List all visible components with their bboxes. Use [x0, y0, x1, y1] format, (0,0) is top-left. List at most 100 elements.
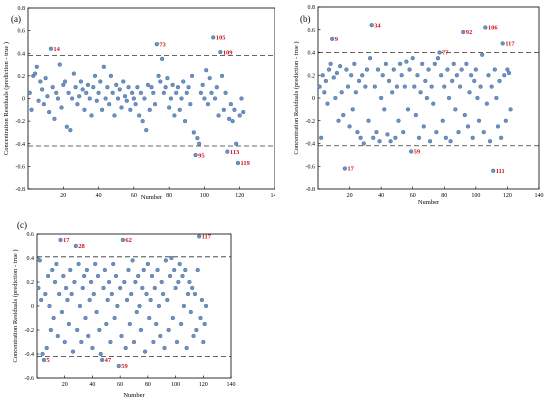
data-point: [232, 107, 237, 112]
data-point: [448, 139, 453, 144]
x-tick-label: 40: [378, 193, 384, 199]
y-tick-label: 0.8: [18, 6, 26, 12]
outlier-label: 73: [159, 41, 166, 48]
data-point: [175, 85, 181, 90]
data-point: [52, 116, 57, 121]
data-point: [202, 321, 207, 327]
data-point: [161, 291, 166, 297]
outlier-label: 113: [230, 149, 240, 156]
y-tick-label: 0.8: [308, 5, 316, 11]
data-point: [69, 291, 74, 297]
data-point: [380, 73, 385, 78]
data-point: [239, 96, 244, 101]
panel-label: (b): [300, 14, 311, 24]
data-point: [66, 321, 71, 327]
data-point: [165, 297, 170, 303]
data-point: [98, 79, 103, 84]
data-point: [47, 303, 52, 309]
data-point: [219, 73, 225, 78]
data-point: [170, 315, 175, 321]
data-point: [101, 64, 106, 69]
data-point: [197, 141, 202, 146]
data-point: [45, 94, 50, 99]
x-tick-label: 40: [89, 382, 95, 388]
data-point: [331, 75, 336, 80]
data-point: [483, 25, 488, 30]
data-point: [505, 67, 510, 72]
data-point: [372, 84, 377, 89]
data-point: [347, 124, 352, 129]
data-point: [320, 73, 325, 78]
data-point: [350, 107, 355, 112]
x-tick-label: 140: [227, 382, 236, 388]
data-point: [47, 109, 52, 115]
data-point: [225, 149, 230, 154]
data-point: [339, 90, 344, 95]
data-point: [172, 267, 177, 273]
x-tick-label: 20: [60, 193, 66, 199]
data-point: [195, 135, 200, 141]
data-point: [112, 315, 117, 321]
data-point: [211, 35, 216, 40]
y-tick-label: 0: [312, 96, 315, 102]
data-point: [445, 67, 450, 72]
data-point: [454, 73, 460, 78]
data-point: [90, 345, 95, 351]
data-point: [159, 279, 164, 285]
data-point: [207, 76, 212, 81]
x-tick-label: 80: [145, 382, 151, 388]
data-point: [100, 357, 105, 363]
data-point: [473, 67, 478, 72]
data-point: [110, 90, 115, 95]
data-point: [386, 78, 392, 84]
data-point: [191, 130, 196, 135]
data-point: [399, 73, 404, 78]
data-point: [323, 78, 328, 84]
data-point: [155, 267, 160, 273]
data-point: [152, 102, 158, 107]
data-point: [87, 96, 92, 101]
data-point: [54, 90, 59, 95]
x-tick-label: 80: [166, 193, 172, 199]
data-point: [446, 95, 452, 101]
data-point: [451, 61, 456, 66]
data-point: [161, 90, 166, 95]
outlier-label: 77: [442, 50, 449, 57]
data-point: [341, 112, 346, 118]
x-tick-label: 120: [199, 382, 208, 388]
data-point: [39, 297, 44, 303]
data-point: [140, 119, 145, 124]
data-point: [200, 82, 205, 88]
data-point: [394, 84, 400, 89]
data-point: [120, 237, 126, 243]
data-point: [140, 285, 145, 291]
data-point: [465, 124, 471, 129]
outlier-label: 59: [121, 363, 128, 370]
data-point: [336, 118, 341, 123]
outlier-label: 119: [240, 160, 250, 167]
y-tick-label: -0.6: [16, 164, 26, 170]
data-point: [128, 107, 133, 112]
outlier-label: 117: [505, 41, 515, 48]
x-tick-label: 120: [503, 193, 512, 199]
data-point: [193, 152, 198, 158]
data-point: [163, 85, 168, 90]
data-point: [363, 84, 368, 89]
data-point: [491, 168, 496, 173]
data-point: [237, 113, 242, 118]
data-point: [234, 141, 239, 146]
x-tick-label: 120: [235, 193, 244, 199]
data-point: [106, 279, 112, 285]
data-point: [486, 73, 491, 78]
data-point: [109, 291, 114, 297]
outlier-label: 106: [488, 25, 499, 32]
data-point: [158, 333, 163, 339]
y-tick-label: 0.4: [18, 51, 26, 57]
data-point: [227, 116, 232, 121]
data-point: [126, 85, 131, 90]
data-point: [142, 96, 147, 101]
data-point: [181, 79, 186, 84]
data-point: [475, 95, 480, 101]
outlier-label: 17: [347, 166, 354, 173]
data-point: [133, 102, 138, 107]
